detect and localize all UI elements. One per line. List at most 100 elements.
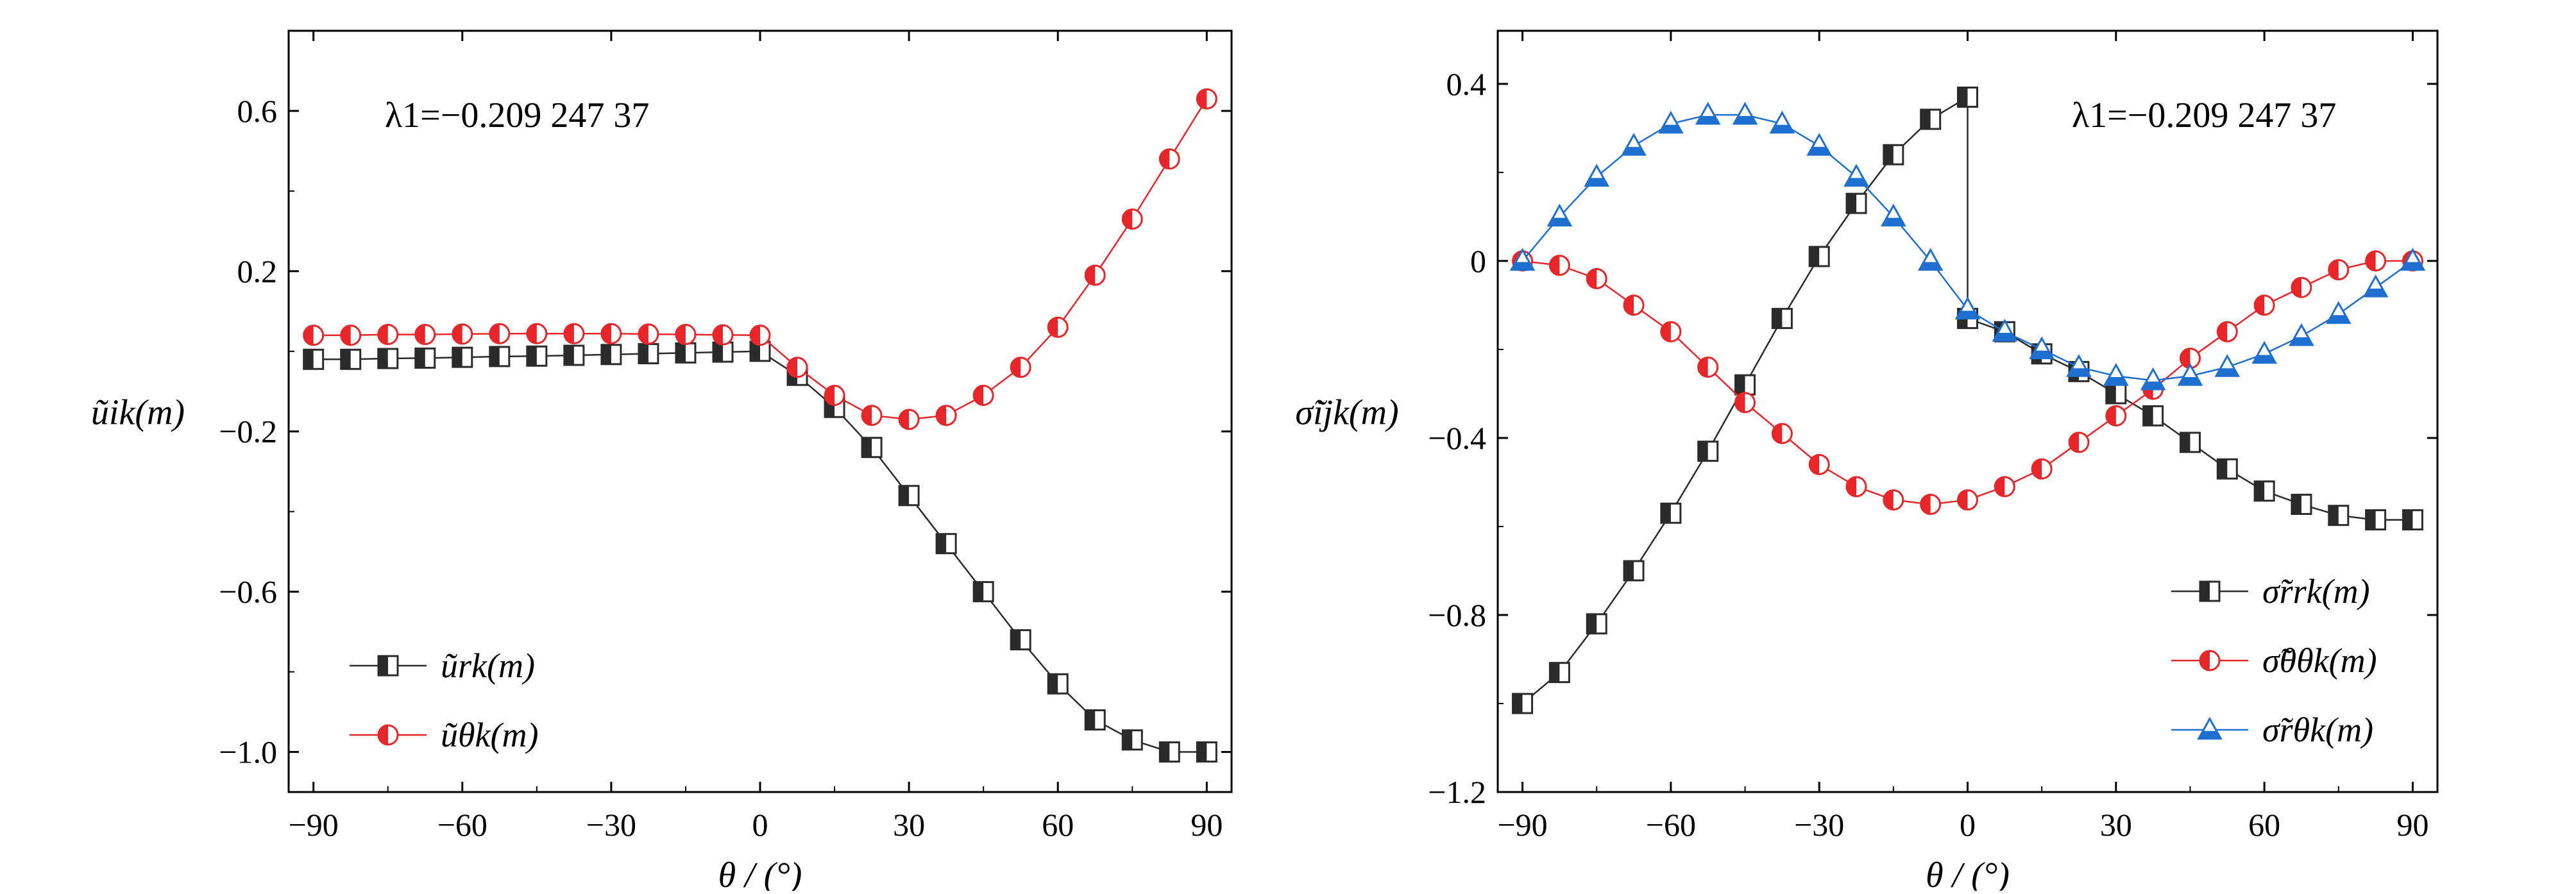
data-point <box>2325 301 2351 324</box>
data-point <box>2362 274 2389 298</box>
data-point <box>2177 362 2203 386</box>
y-tick-label: −0.2 <box>219 414 277 450</box>
data-point <box>2365 250 2387 272</box>
legend-label: ũrk(m) <box>441 646 535 685</box>
data-point <box>1845 476 1867 498</box>
data-point <box>935 533 957 555</box>
data-point <box>377 348 399 369</box>
data-point <box>2103 362 2129 386</box>
y-axis-title: σ̃ijk(m) <box>1295 393 1398 433</box>
data-point <box>452 346 473 368</box>
data-point <box>2289 323 2314 346</box>
y-tick-label: 0 <box>1470 243 1486 279</box>
data-point <box>1660 321 1682 342</box>
data-point <box>1845 192 1867 214</box>
data-point <box>1196 88 1217 110</box>
data-point <box>377 324 399 346</box>
data-point <box>563 344 585 366</box>
data-point <box>414 347 436 369</box>
data-point <box>1658 110 1684 134</box>
x-axis-title: θ / (°) <box>1926 856 2010 891</box>
data-point <box>1623 560 1645 582</box>
lambda-annotation: λ1=−0.209 247 37 <box>385 96 649 135</box>
data-point <box>1196 741 1217 763</box>
data-point <box>1695 101 1721 125</box>
data-point <box>489 323 511 344</box>
x-tick-label: −60 <box>1646 807 1696 843</box>
data-point <box>1732 101 1758 125</box>
data-point <box>2140 367 2166 391</box>
data-point <box>1084 264 1106 286</box>
data-point <box>2253 480 2275 502</box>
data-point <box>749 325 771 346</box>
y-tick-label: 0.4 <box>1446 66 1487 102</box>
left-plot-displacement: −90 −60 −30 0 30 60 90 −1.0 −0.6 −0.2 0.2 0.6 θ / (°… <box>91 30 1233 894</box>
y-tick-label: −1.2 <box>1428 774 1486 810</box>
data-point <box>1994 476 2015 498</box>
data-point <box>2105 383 2127 405</box>
x-tick-label: −30 <box>586 807 636 843</box>
legend-label: σ̃θθk(m) <box>2262 641 2377 680</box>
data-point <box>2291 276 2312 298</box>
data-point <box>1771 308 1793 330</box>
data-point <box>712 324 734 346</box>
data-point <box>526 323 548 344</box>
data-point <box>2214 354 2241 377</box>
x-axis-title: θ / (°) <box>718 856 802 891</box>
data-point <box>1734 374 1756 396</box>
series-line <box>313 98 1208 421</box>
data-point <box>303 348 325 370</box>
data-point <box>861 405 883 426</box>
series-line <box>1521 96 2413 704</box>
data-point <box>1010 357 1031 378</box>
data-point <box>1047 673 1069 695</box>
x-tick-label: −90 <box>289 807 339 843</box>
data-point <box>2216 458 2238 480</box>
data-point <box>489 346 511 367</box>
data-point <box>1586 613 1607 635</box>
data-point <box>1808 453 1830 475</box>
data-point <box>1920 108 1942 130</box>
legend-marker <box>377 655 399 677</box>
data-point <box>2400 248 2426 271</box>
y-tick-label: −0.8 <box>1428 597 1486 633</box>
data-point <box>1771 423 1793 444</box>
data-point <box>1883 489 1904 511</box>
plot-frame <box>287 30 1233 793</box>
x-tick-label: −90 <box>1497 807 1547 843</box>
legend-marker <box>377 724 399 746</box>
lambda-annotation: λ1=−0.209 247 37 <box>2072 96 2336 135</box>
data-point <box>1806 133 1832 156</box>
data-point <box>1697 441 1719 462</box>
data-point <box>1697 356 1719 378</box>
data-point <box>1084 709 1106 731</box>
data-point <box>340 325 362 346</box>
data-point <box>712 341 734 363</box>
data-point <box>2179 432 2201 453</box>
data-point <box>675 342 697 364</box>
data-point <box>1808 246 1830 267</box>
data-point <box>1623 294 1645 316</box>
data-point <box>1010 629 1031 651</box>
data-point <box>2066 354 2092 377</box>
y-tick-label: −0.4 <box>1428 420 1486 456</box>
data-point <box>340 348 362 370</box>
data-point <box>563 323 585 344</box>
data-point <box>2216 321 2238 342</box>
legend-marker <box>2199 650 2221 671</box>
data-point <box>1957 489 1978 511</box>
data-point <box>1734 392 1756 414</box>
data-point <box>786 357 808 378</box>
data-point <box>452 323 473 345</box>
data-point <box>1158 148 1180 170</box>
data-point <box>1621 133 1647 156</box>
y-tick-label: 0.2 <box>237 253 278 289</box>
y-tick-label: −0.6 <box>219 574 277 610</box>
data-point <box>2031 458 2053 480</box>
data-point <box>2068 432 2090 453</box>
legend-label: ũθk(m) <box>441 716 538 754</box>
data-point <box>1660 502 1682 524</box>
series-line <box>313 350 1207 753</box>
legend-label: σ̃rrk(m) <box>2262 572 2370 611</box>
